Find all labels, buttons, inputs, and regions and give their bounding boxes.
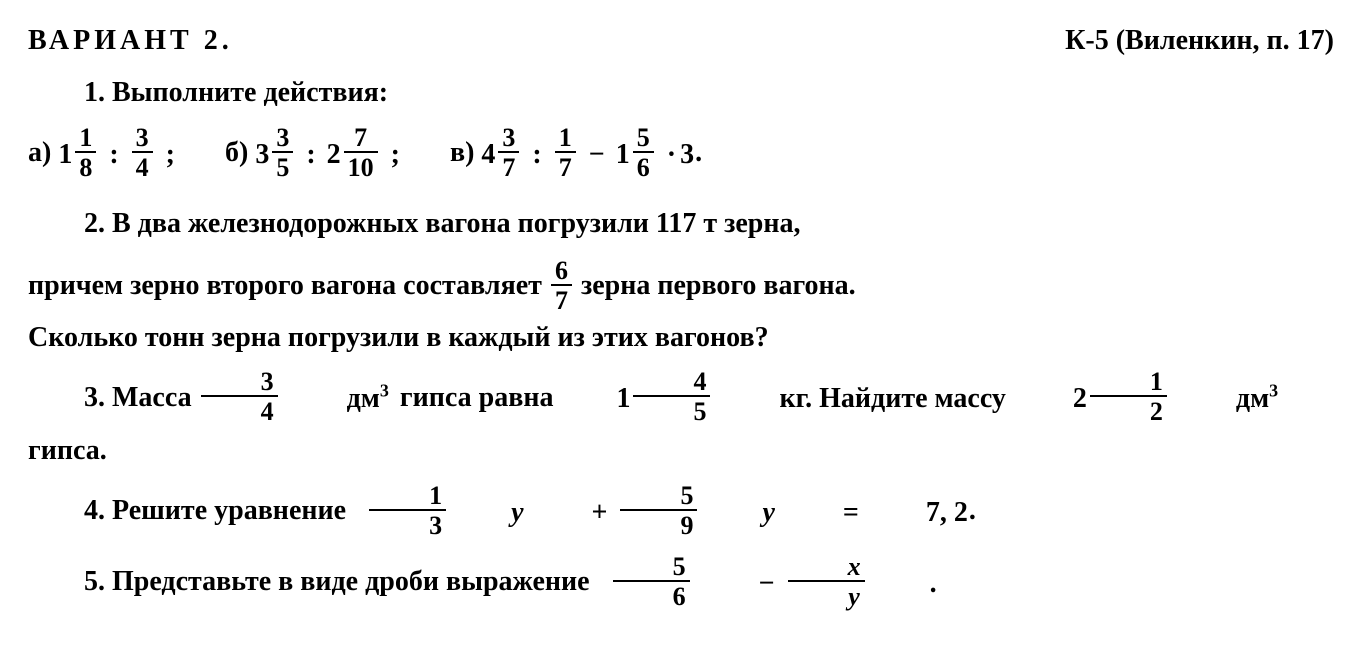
problem-3-line1: 3. Масса 34 дм3 гипса равна 145 кг. Найд…: [28, 367, 1334, 430]
period: .: [695, 137, 702, 168]
dot-op: ·: [667, 124, 676, 186]
p1a-whole1: 1: [58, 124, 72, 186]
p3-frac3: 12: [1090, 369, 1167, 425]
problem-5: 5. Представьте в виде дроби выражение 56…: [28, 551, 1334, 614]
problem-1-title: 1. Выполните действия:: [28, 72, 1334, 114]
label-a: а): [28, 137, 51, 168]
p5-t1: Представьте в виде дроби выражение: [112, 566, 590, 597]
plus-op: +: [536, 482, 608, 544]
semi: ;: [166, 124, 175, 186]
p2-frac: 67: [551, 258, 572, 314]
p3-whole3: 2: [1017, 368, 1087, 430]
p1c-whole1: 4: [481, 124, 495, 186]
p3-t2: гипса равна: [400, 382, 554, 413]
minus-op: −: [589, 124, 605, 186]
p3-whole2: 1: [560, 368, 630, 430]
problem-2-line2: причем зерно второго вагона составляет 6…: [28, 255, 1334, 317]
p2-text2b: зерна первого вагона.: [581, 270, 856, 301]
divide-op: :: [306, 124, 315, 186]
problem-4: 4. Решите уравнение 13 y + 59 y = 7, 2.: [28, 480, 1334, 543]
p1c-frac3: 56: [633, 125, 654, 181]
p3-t1: Масса: [112, 382, 192, 413]
problem-3-line2: гипса.: [28, 430, 1334, 472]
p4-frac1: 13: [369, 483, 446, 539]
p1b-whole1: 3: [255, 124, 269, 186]
p4-var1: y: [455, 482, 523, 544]
label-b: б): [225, 137, 248, 168]
p3-label: 3.: [84, 382, 105, 413]
p3-frac2: 45: [633, 369, 710, 425]
p2-text2a: причем зерно второго вагона составляет: [28, 270, 542, 301]
p1c-frac1: 37: [498, 125, 519, 181]
p4-t1: Решите уравнение: [112, 495, 346, 526]
variant-title: ВАРИАНТ 2.: [28, 20, 233, 62]
p1b-frac1: 35: [272, 125, 293, 181]
problem-2-line1: 2. В два железнодорожных вагона погрузил…: [28, 193, 1334, 255]
p1a-frac2: 34: [132, 125, 153, 181]
p1c-whole3: 1: [616, 124, 630, 186]
p1c-mult: 3: [680, 124, 694, 186]
p5-label: 5.: [84, 566, 105, 597]
period: .: [969, 495, 976, 526]
problem-2-line3: Сколько тонн зерна погрузили в каждый из…: [28, 317, 1334, 359]
p4-var2: y: [706, 482, 774, 544]
p2-text1: В два железнодорожных вагона погрузили 1…: [112, 208, 801, 239]
p4-val: 7, 2: [870, 482, 968, 544]
semi: ;: [391, 124, 400, 186]
p3-unit2: дм3: [1180, 368, 1278, 430]
p1a-frac1: 18: [75, 125, 96, 181]
eq-op: =: [787, 482, 859, 544]
minus-op: −: [703, 553, 775, 615]
p1b-frac2: 710: [344, 125, 378, 181]
p3-frac1: 34: [201, 369, 278, 425]
p3-unit1: дм3: [291, 368, 389, 430]
p3-t3: кг. Найдите массу: [723, 368, 1005, 430]
p5-frac2: xy: [788, 554, 865, 610]
label-c: в): [450, 137, 474, 168]
divide-op: :: [109, 124, 118, 186]
divide-op: :: [532, 124, 541, 186]
p5-frac1: 56: [613, 554, 690, 610]
p1c-frac2: 17: [555, 125, 576, 181]
problem-1-expressions: а) 118 : 34 ; б) 335 : 2710 ; в) 437 : 1…: [28, 122, 1334, 185]
p1b-whole2: 2: [327, 124, 341, 186]
header: ВАРИАНТ 2. К-5 (Виленкин, п. 17): [28, 20, 1334, 62]
p2-label: 2.: [84, 208, 105, 239]
source-ref: К-5 (Виленкин, п. 17): [1065, 20, 1334, 62]
period: .: [874, 553, 937, 615]
p4-label: 4.: [84, 495, 105, 526]
p4-frac2: 59: [620, 483, 697, 539]
